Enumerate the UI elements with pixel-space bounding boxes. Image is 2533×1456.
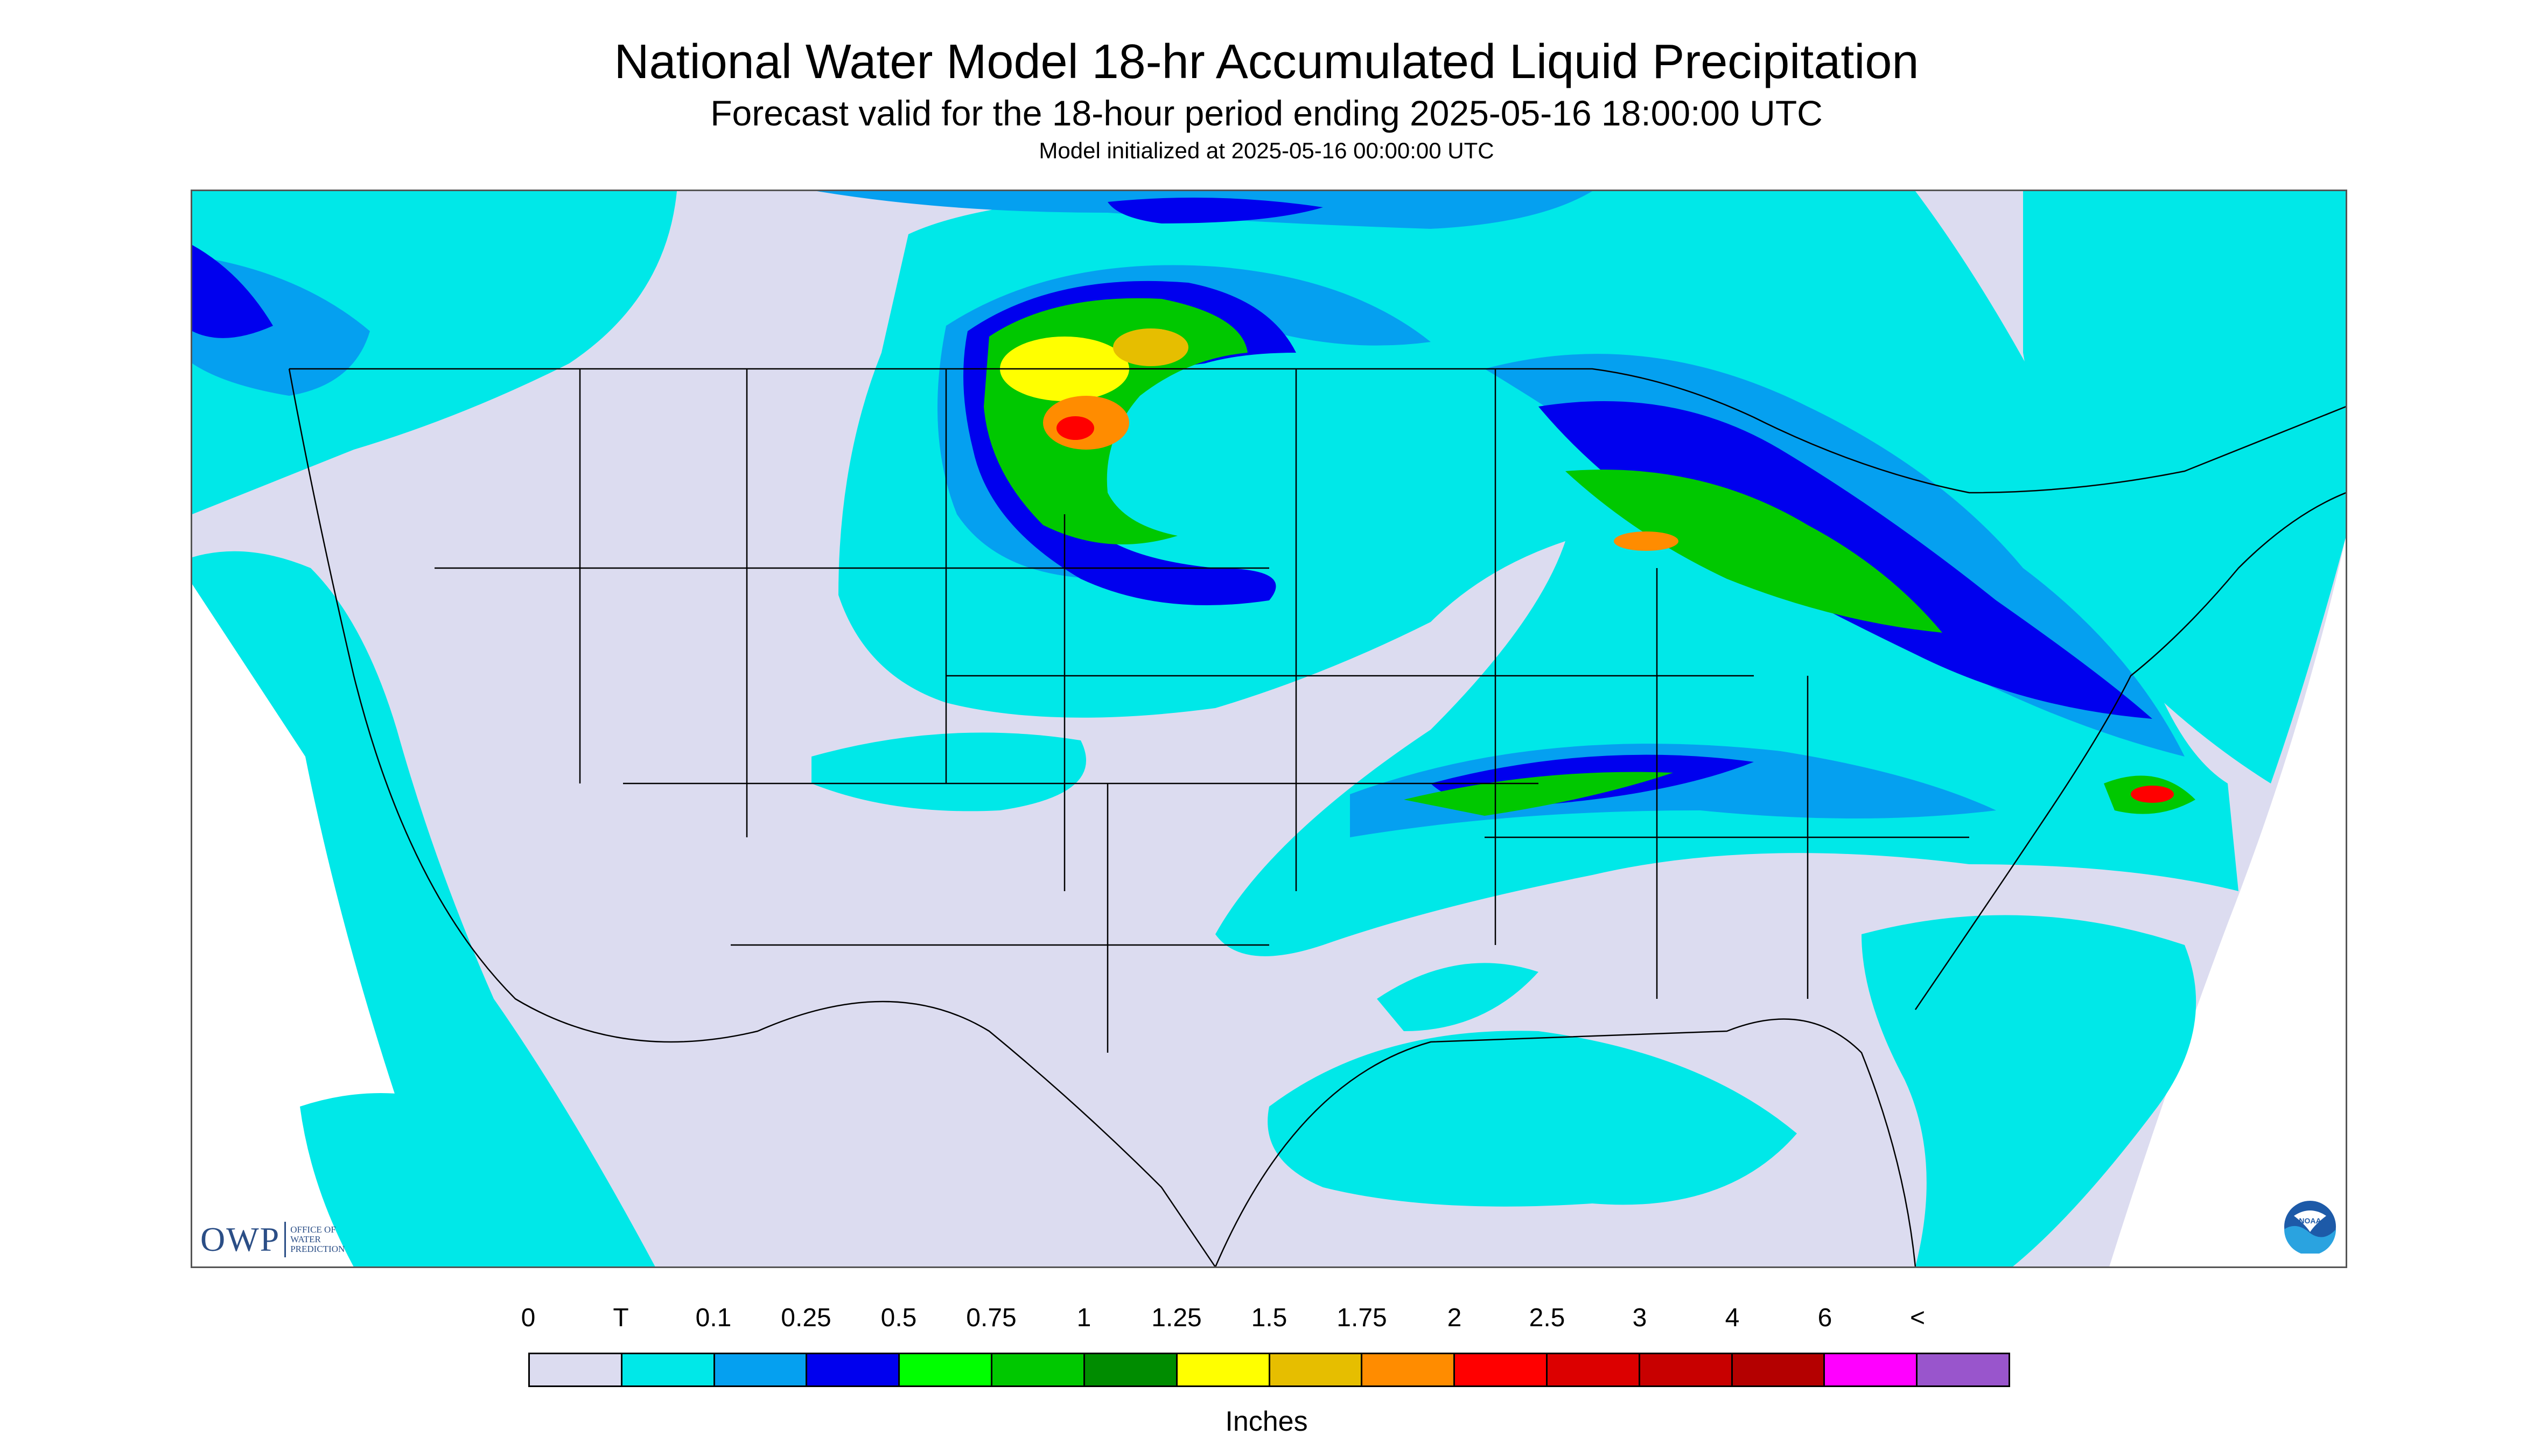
owp-logo-divider bbox=[284, 1222, 286, 1257]
legend-tick-label: 3 bbox=[1632, 1304, 1647, 1332]
legend-swatch bbox=[1547, 1354, 1640, 1385]
legend-swatch bbox=[1270, 1354, 1363, 1385]
owp-logo-abbr: OWP bbox=[200, 1220, 281, 1258]
legend-tick-label: 0.75 bbox=[966, 1304, 1017, 1332]
map-canvas bbox=[192, 191, 2346, 1266]
legend-tick-label: 0.5 bbox=[880, 1304, 917, 1332]
legend-tick-label: 0.1 bbox=[695, 1304, 732, 1332]
legend-swatch bbox=[1084, 1354, 1178, 1385]
legend-swatch bbox=[1918, 1354, 2009, 1385]
legend-swatch bbox=[622, 1354, 715, 1385]
owp-logo: OWP OFFICE OF WATER PREDICTION bbox=[200, 1218, 355, 1261]
legend-tick-label: T bbox=[613, 1304, 629, 1332]
forecast-valid-subtitle: Forecast valid for the 18-hour period en… bbox=[710, 93, 1823, 133]
legend-tick-label: < bbox=[1909, 1304, 1926, 1332]
noaa-logo-text: NOAA bbox=[2299, 1216, 2321, 1225]
legend-colorbar bbox=[528, 1353, 2010, 1387]
legend-tick-label: 4 bbox=[1725, 1304, 1740, 1332]
model-init-line: Model initialized at 2025-05-16 00:00:00… bbox=[1039, 138, 1494, 163]
precipitation-map bbox=[191, 190, 2347, 1268]
legend-swatch bbox=[1640, 1354, 1733, 1385]
legend-tick-label: 1.25 bbox=[1151, 1304, 1202, 1332]
legend-tick-label: 1 bbox=[1076, 1304, 1091, 1332]
legend-swatch bbox=[1825, 1354, 1918, 1385]
legend-tick-label: 2 bbox=[1447, 1304, 1462, 1332]
trace-precip-areas bbox=[192, 191, 2346, 1266]
legend-swatch bbox=[1455, 1354, 1548, 1385]
owp-logo-name: OFFICE OF WATER PREDICTION bbox=[290, 1224, 345, 1254]
noaa-logo-icon: NOAA bbox=[2284, 1201, 2336, 1254]
legend-swatch bbox=[1362, 1354, 1456, 1385]
legend-tick-label: 0.25 bbox=[781, 1304, 831, 1332]
legend-swatch bbox=[807, 1354, 900, 1385]
legend-swatch bbox=[1732, 1354, 1825, 1385]
legend-tick-label: 0 bbox=[521, 1304, 536, 1332]
legend-labels: 0 T 0.1 0.25 0.5 0.75 1 1.25 1.5 1.75 2 2.5 3 4 6 < bbox=[0, 1303, 2533, 1335]
legend-swatch bbox=[992, 1354, 1085, 1385]
legend-tick-label: 1.5 bbox=[1251, 1304, 1288, 1332]
legend-tick-label: 6 bbox=[1817, 1304, 1832, 1332]
page-title: National Water Model 18-hr Accumulated L… bbox=[614, 35, 1919, 89]
legend-swatch bbox=[900, 1354, 993, 1385]
legend-tick-label: 2.5 bbox=[1529, 1304, 1565, 1332]
legend-swatch bbox=[1177, 1354, 1270, 1385]
legend-swatch bbox=[530, 1354, 622, 1385]
state-outlines bbox=[288, 368, 2346, 1266]
legend-swatch bbox=[715, 1354, 808, 1385]
legend-units: Inches bbox=[1225, 1406, 1308, 1437]
legend-tick-label: 1.75 bbox=[1337, 1304, 1387, 1332]
